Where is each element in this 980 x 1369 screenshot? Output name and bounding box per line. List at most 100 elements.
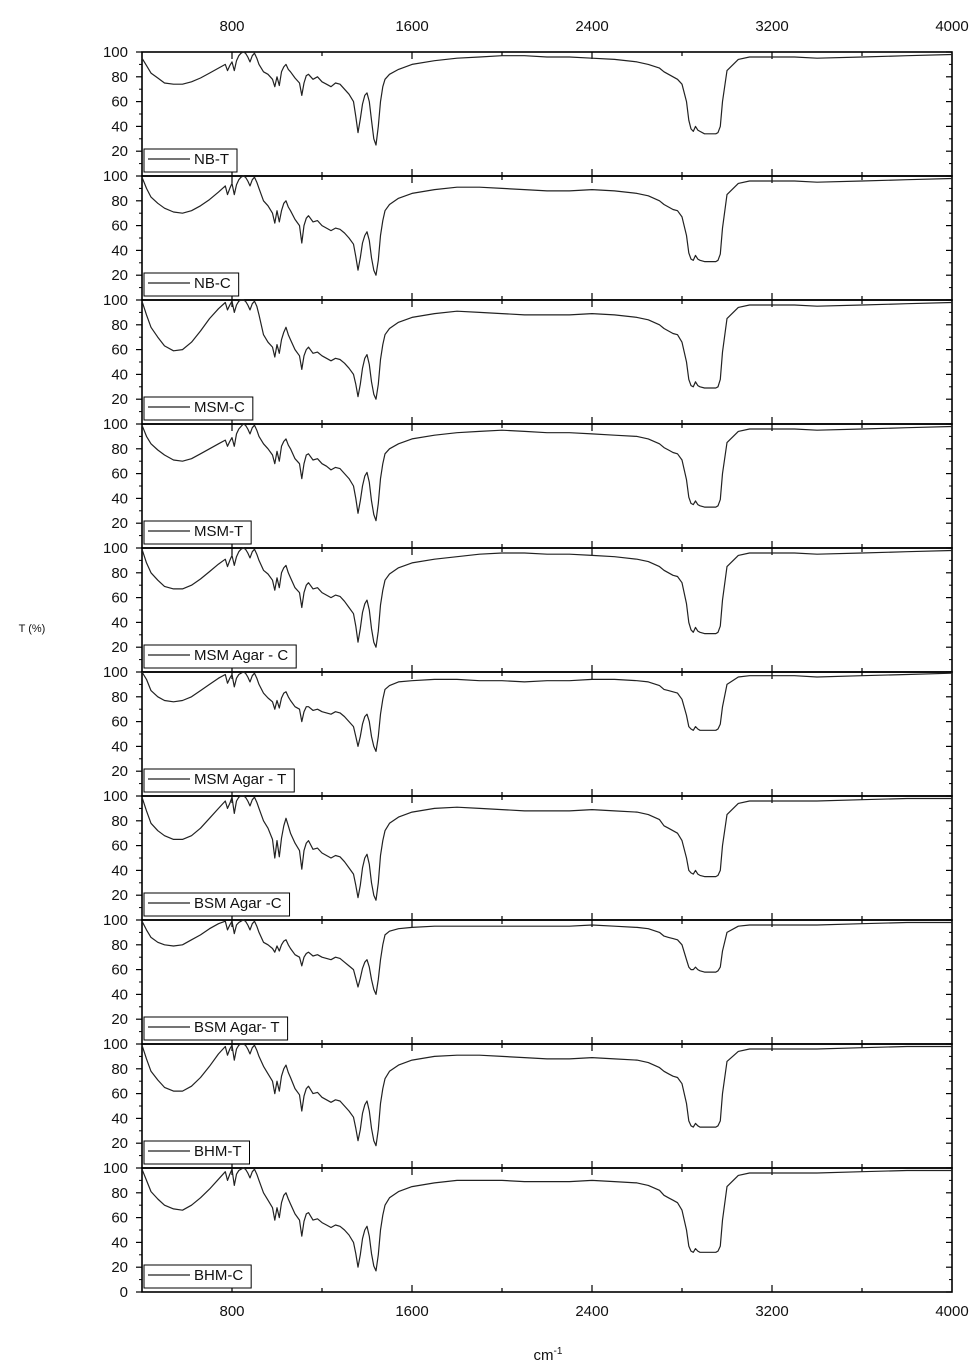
y-tick-label: 100 (103, 788, 128, 805)
x-tick-label-top: 1600 (395, 18, 428, 35)
x-axis-title: cm-1 (534, 1346, 563, 1364)
series-line (141, 547, 953, 648)
y-tick-label: 0 (120, 1284, 128, 1301)
legend-label: BHM-T (194, 1143, 242, 1160)
y-tick-label: 100 (103, 1036, 128, 1053)
panel-frame (141, 175, 953, 301)
y-tick-label: 60 (111, 1210, 128, 1227)
y-tick-label: 60 (111, 962, 128, 979)
legend: NB-C (143, 272, 240, 297)
y-tick-label: 60 (111, 1086, 128, 1103)
x-tick-label-bottom: 2400 (575, 1303, 608, 1320)
series-line (141, 919, 952, 996)
y-tick-label: 20 (111, 391, 128, 408)
legend-box (143, 272, 240, 297)
legend-label: BSM Agar -C (194, 895, 282, 912)
y-tick-label: 20 (111, 143, 128, 160)
x-tick-label-top: 800 (219, 18, 244, 35)
y-tick-label: 80 (111, 69, 128, 86)
legend-label: MSM Agar - C (194, 647, 288, 664)
y-tick-label: 20 (111, 639, 128, 656)
x-tick-label-top: 4000 (935, 18, 968, 35)
legend: MSM-T (143, 520, 252, 545)
legends: NB-T NB-C MSM-C MSM-T MSM Agar - C MSM Agar -… (143, 148, 297, 1289)
y-tick-label: 80 (111, 689, 128, 706)
legend-box (143, 396, 254, 421)
y-tick-label: 20 (111, 1259, 128, 1276)
legend: BHM-C (143, 1264, 252, 1289)
y-tick-label: 40 (111, 1110, 128, 1127)
legend: MSM Agar - T (143, 768, 295, 793)
y-tick-label: 100 (103, 664, 128, 681)
y-tick-label: 80 (111, 193, 128, 210)
axis-ticks (136, 51, 952, 1293)
x-tick-label-top: 3200 (755, 18, 788, 35)
legend-label: NB-C (194, 275, 231, 292)
legend-box (143, 520, 252, 545)
series-line (141, 1167, 952, 1272)
y-tick-label: 100 (103, 540, 128, 557)
y-tick-label: 60 (111, 714, 128, 731)
y-axis-title: T (%) (19, 623, 46, 635)
legend-box (143, 148, 238, 173)
series-lines (141, 51, 953, 1272)
legend-label: MSM Agar - T (194, 771, 286, 788)
panel-frame (141, 299, 953, 425)
y-tick-label: 40 (111, 986, 128, 1003)
y-tick-label: 40 (111, 118, 128, 135)
x-tick-label-top: 2400 (575, 18, 608, 35)
y-tick-label: 40 (111, 366, 128, 383)
panel-frame (141, 1043, 953, 1169)
series-line (141, 795, 952, 901)
series-line (141, 51, 953, 146)
legend-box (143, 1016, 289, 1041)
x-tick-label-bottom: 3200 (755, 1303, 788, 1320)
y-tick-label: 40 (111, 738, 128, 755)
y-tick-label: 40 (111, 862, 128, 879)
panel-frames (141, 51, 953, 1293)
y-tick-label: 80 (111, 813, 128, 830)
y-tick-label: 20 (111, 763, 128, 780)
y-tick-label: 80 (111, 1061, 128, 1078)
legend-box (143, 1140, 250, 1165)
x-tick-label-bottom: 1600 (395, 1303, 428, 1320)
y-tick-label: 60 (111, 342, 128, 359)
panel-frame (141, 1167, 953, 1293)
series-line (141, 175, 953, 276)
y-tick-label: 60 (111, 218, 128, 235)
y-tick-label: 100 (103, 416, 128, 433)
y-tick-label: 80 (111, 937, 128, 954)
y-tick-label: 20 (111, 887, 128, 904)
y-tick-label: 20 (111, 267, 128, 284)
y-tick-label: 60 (111, 590, 128, 607)
x-tick-label-bottom: 800 (219, 1303, 244, 1320)
legend-label: BHM-C (194, 1267, 243, 1284)
legend-box (143, 1264, 252, 1289)
legend: MSM-C (143, 396, 254, 421)
y-tick-label: 60 (111, 838, 128, 855)
panel-frame (141, 51, 953, 177)
legend: MSM Agar - C (143, 644, 297, 669)
y-tick-label: 40 (111, 614, 128, 631)
y-tick-label: 20 (111, 1135, 128, 1152)
series-line (141, 423, 953, 522)
legend-label: NB-T (194, 151, 229, 168)
series-line (141, 671, 953, 753)
y-tick-label: 40 (111, 1234, 128, 1251)
y-tick-label: 100 (103, 44, 128, 61)
y-tick-label: 20 (111, 1011, 128, 1028)
series-line (141, 1043, 952, 1147)
legend-label: MSM-T (194, 523, 243, 540)
y-tick-label: 60 (111, 466, 128, 483)
legend-label: MSM-C (194, 399, 245, 416)
x-tick-label-bottom: 4000 (935, 1303, 968, 1320)
y-tick-label: 80 (111, 1185, 128, 1202)
legend: BHM-T (143, 1140, 250, 1165)
panel-frame (141, 423, 953, 549)
legend: BSM Agar -C (143, 892, 291, 917)
legend-box (143, 644, 297, 669)
legend-box (143, 892, 291, 917)
series-line (141, 299, 953, 400)
